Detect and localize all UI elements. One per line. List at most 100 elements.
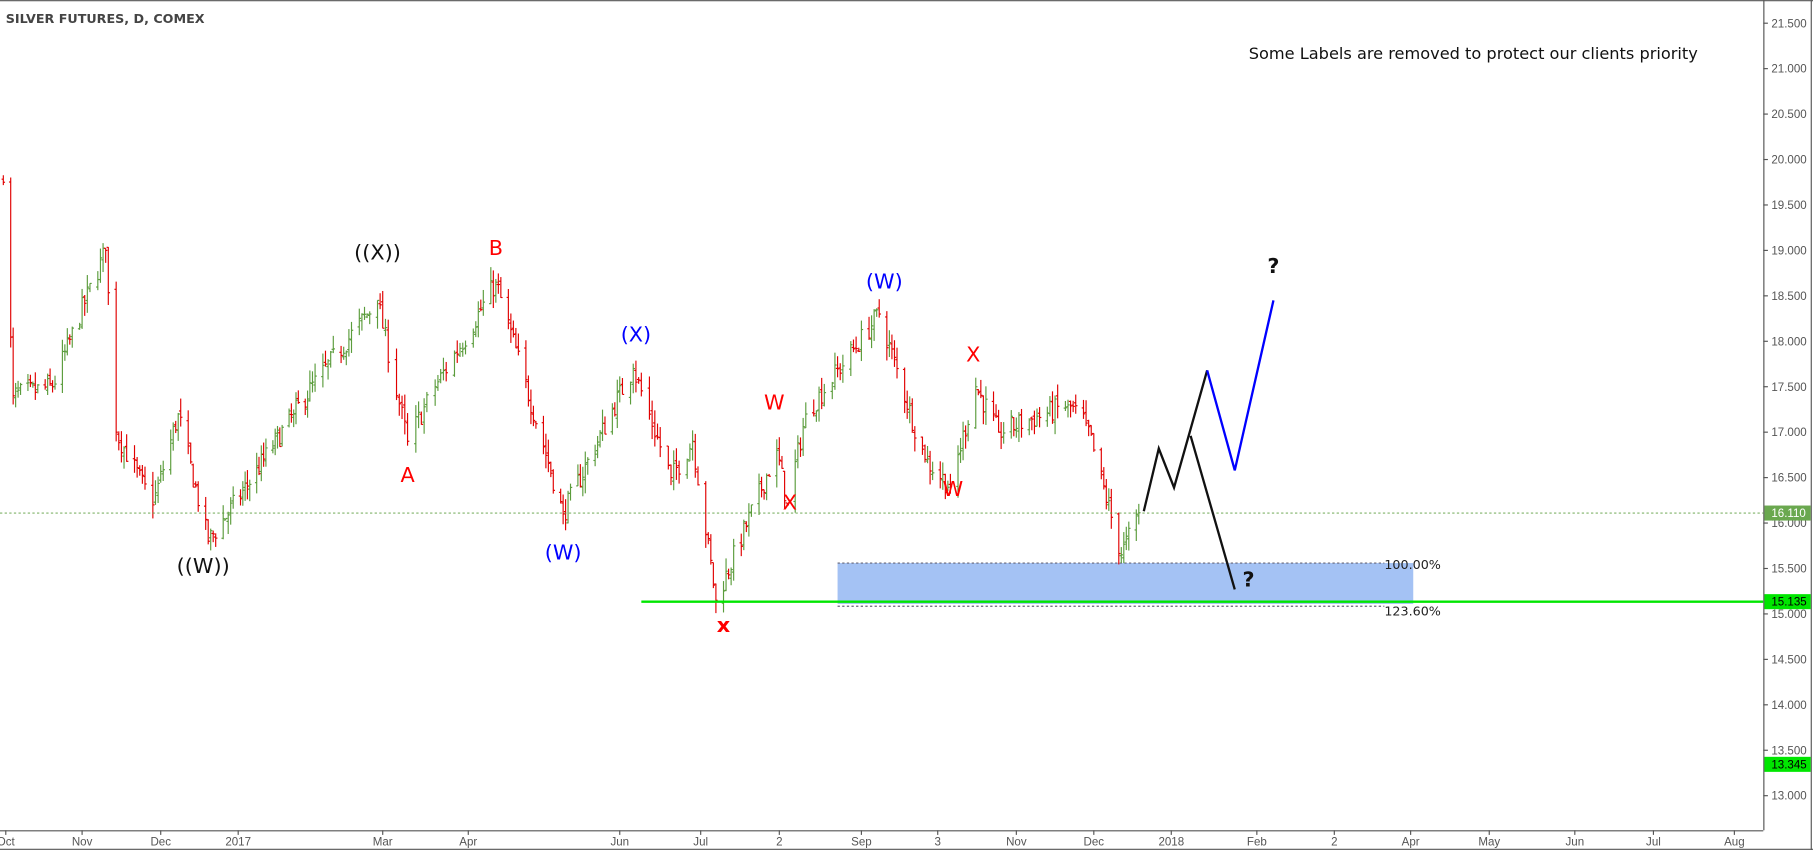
ohlc-bar (804, 402, 808, 429)
ohlc-bar (634, 360, 638, 393)
ohlc-bar (328, 350, 333, 368)
ohlc-bar (908, 396, 912, 424)
ohlc-bar (798, 437, 803, 457)
ohlc-bar (892, 340, 897, 367)
ohlc-bar (261, 442, 266, 467)
ohlc-bar (744, 521, 749, 533)
ohlc-bar (544, 433, 548, 469)
ohlc-bar (158, 464, 163, 483)
y-tick-label: 16.500 (1771, 473, 1806, 485)
ohlc-bar (1119, 547, 1124, 564)
ohlc-bar (296, 390, 301, 404)
ohlc-bar (1050, 391, 1055, 424)
ohlc-bar (1, 175, 6, 186)
wave-label: (W) (866, 270, 903, 294)
ohlc-bar (943, 473, 948, 500)
x-tick-label: Dec (1084, 836, 1105, 848)
ohlc-bar (221, 505, 225, 540)
ohlc-bar (206, 519, 210, 545)
ohlc-bar (749, 504, 754, 517)
ohlc-bar (26, 374, 30, 392)
ohlc-bar (841, 354, 845, 383)
ohlc-bar (499, 277, 503, 299)
ohlc-bar (974, 377, 978, 429)
ohlc-bar (362, 306, 367, 320)
ohlc-bar (561, 494, 565, 525)
ohlc-bar (303, 398, 307, 416)
ohlc-bar (349, 321, 354, 353)
x-tick-label: Jul (1646, 836, 1661, 848)
ohlc-bar (13, 382, 18, 408)
projection-path-black (1142, 370, 1209, 512)
x-tick-label: 2 (776, 836, 782, 848)
ohlc-bar (1127, 521, 1131, 551)
ohlc-bar (576, 464, 580, 487)
ohlc-bar (583, 451, 588, 494)
x-tick-label: Apr (459, 836, 477, 848)
ohlc-bar (380, 290, 385, 329)
ohlc-bar (231, 486, 235, 509)
ohlc-bar (117, 431, 121, 451)
ohlc-bar (339, 345, 343, 364)
ohlc-bar (709, 534, 713, 565)
ohlc-bar (280, 424, 284, 447)
wave-label: W (764, 390, 785, 414)
ohlc-bar (88, 282, 92, 293)
ohlc-bar (1117, 512, 1121, 565)
ohlc-bar (433, 379, 437, 406)
ohlc-bar (323, 350, 328, 367)
y-tick-label: 17.000 (1771, 427, 1806, 439)
ohlc-bar (994, 404, 998, 419)
ohlc-bar (887, 330, 892, 358)
ohlc-bar (767, 473, 771, 477)
ohlc-bar (365, 313, 369, 319)
x-tick-label: Feb (1247, 836, 1267, 848)
ohlc-bar (461, 342, 465, 357)
ohlc-bar (724, 558, 728, 592)
ohlc-bar (63, 344, 67, 361)
ohlc-bar (178, 398, 183, 427)
ohlc-bar (819, 377, 824, 410)
ohlc-bar (793, 449, 797, 513)
ohlc-bar (514, 327, 518, 349)
x-tick-label: Aug (1724, 836, 1745, 848)
ohlc-bar (310, 371, 315, 393)
ohlc-bar (578, 464, 583, 488)
ohlc-bar (516, 333, 521, 356)
ohlc-bar (313, 363, 317, 392)
ohlc-bar (140, 465, 145, 484)
ohlc-bar (581, 466, 585, 497)
wave-label: (X) (621, 322, 651, 346)
ohlc-bar (441, 357, 446, 381)
ohlc-bar (143, 466, 147, 490)
ohlc-bar (739, 533, 744, 557)
ohlc-bar (394, 348, 399, 401)
ohlc-bar (1053, 395, 1057, 435)
x-tick-label: 3 (935, 836, 941, 848)
ohlc-bar (18, 382, 23, 395)
ohlc-bar (729, 567, 733, 586)
ohlc-bar (849, 341, 853, 377)
x-tick-label: Oct (0, 836, 16, 848)
ohlc-bar (558, 488, 563, 504)
ohlc-bar (77, 322, 82, 330)
ohlc-bar (595, 435, 600, 459)
ohlc-bar (405, 413, 410, 446)
ohlc-bar (245, 470, 250, 500)
ohlc-bar (11, 327, 15, 405)
ohlc-bar (653, 410, 657, 447)
ohlc-bar (1081, 399, 1086, 419)
ohlc-bar (326, 359, 330, 380)
ohlc-bar (1019, 408, 1024, 438)
ohlc-bar (308, 370, 312, 402)
ohlc-bar (1068, 400, 1073, 418)
ohlc-bar (817, 386, 821, 422)
ohlc-bar (706, 532, 711, 545)
time-axis[interactable]: Oct Nov Dec 2017 Mar Apr Jun Jul 2 Sep 3 Nov Dec 2018… (0, 830, 1745, 848)
y-tick-label: 18.000 (1771, 336, 1806, 348)
ohlc-bar (1066, 399, 1070, 418)
ohlc-bar (119, 431, 124, 463)
ohlc-bar (812, 399, 816, 417)
price-axis[interactable]: 21.500 21.000 20.500 20.000 19.500 19.000 18.5… (1763, 18, 1811, 803)
